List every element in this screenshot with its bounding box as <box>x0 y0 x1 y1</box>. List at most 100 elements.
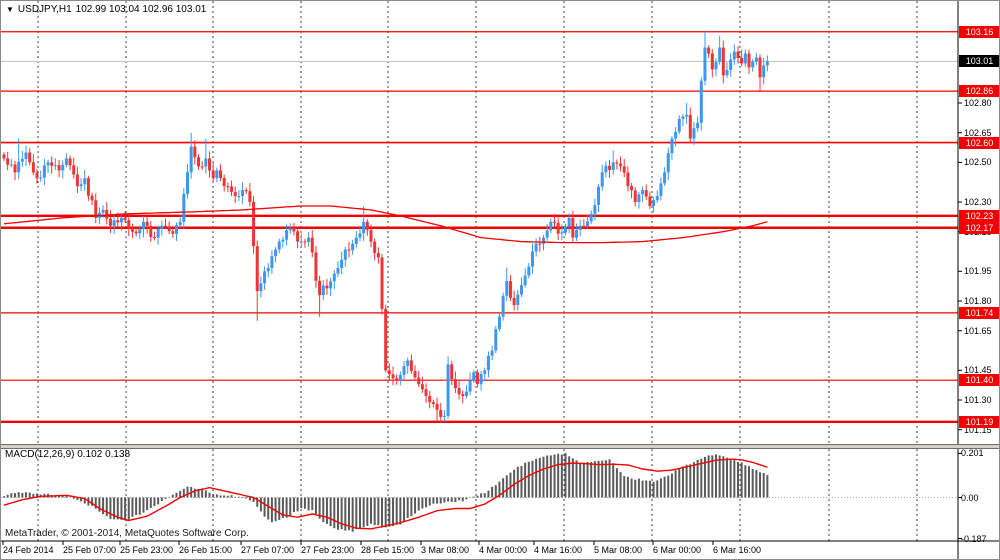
price-alert-badge[interactable]: 102.60 <box>959 136 999 149</box>
candle-body <box>94 200 98 218</box>
candle-body <box>608 165 612 170</box>
price-alert-badge[interactable]: 103.16 <box>959 25 999 38</box>
candle-body <box>123 217 127 221</box>
candle-body <box>130 228 134 232</box>
candle-body <box>211 170 215 179</box>
candle-body <box>310 237 314 253</box>
candle-body <box>703 47 707 81</box>
candle-body <box>567 217 571 227</box>
candle-body <box>501 295 505 317</box>
candle-body <box>523 275 527 286</box>
price-alert-badge[interactable]: 101.19 <box>959 415 999 428</box>
candle-body <box>758 57 762 78</box>
candle-body <box>413 371 417 378</box>
candle-body <box>354 237 358 244</box>
price-alert-badge[interactable]: 102.86 <box>959 85 999 98</box>
candle-body <box>281 239 285 242</box>
candle-body <box>736 51 740 58</box>
candle-body <box>571 217 575 238</box>
candle-body <box>376 252 380 258</box>
candle-body <box>219 170 223 178</box>
candle-body <box>325 285 329 289</box>
candle-body <box>472 372 476 381</box>
candle-body <box>186 172 189 194</box>
candle-body <box>380 257 384 309</box>
macd-tick-label: 0.201 <box>961 448 984 459</box>
candle-body <box>174 225 178 234</box>
candle-body <box>762 65 766 78</box>
candle-body <box>556 222 560 234</box>
candle-body <box>519 285 523 295</box>
price-tick-label: 101.80 <box>964 296 992 306</box>
macd-signal-line[interactable] <box>3 458 768 530</box>
price-tick-label: 102.80 <box>964 98 992 108</box>
candle-body <box>497 316 501 330</box>
candle-body <box>575 229 579 238</box>
candle-body <box>178 221 182 226</box>
price-alert-badge[interactable]: 101.74 <box>959 306 999 319</box>
candle-body <box>560 232 564 234</box>
candle-body <box>347 249 351 251</box>
candle-body <box>475 372 479 385</box>
candle-body <box>307 237 311 242</box>
candle-body <box>57 165 61 171</box>
moving-average-line[interactable] <box>3 205 768 244</box>
macd-name: MACD(12,26,9) <box>5 449 75 460</box>
candle-body <box>285 230 289 240</box>
candle-body <box>119 217 123 223</box>
candle-body <box>303 241 307 243</box>
candle-body <box>541 237 545 244</box>
candle-body <box>373 241 377 253</box>
candle-body <box>644 190 648 197</box>
candle-body <box>68 158 72 166</box>
candle-body <box>387 370 391 375</box>
candle-body <box>611 162 615 170</box>
candle-body <box>685 114 689 117</box>
candle-body <box>622 166 626 173</box>
candle-body <box>696 122 700 129</box>
time-tick-label: 24 Feb 2014 <box>3 545 54 555</box>
symbol-dropdown-icon[interactable]: ▼ <box>6 4 14 14</box>
candle-body <box>369 229 373 242</box>
candle-body <box>420 384 424 390</box>
price-tick-label: 102.65 <box>964 127 992 138</box>
candle-body <box>108 218 112 226</box>
candle-body <box>329 281 333 289</box>
price-tick-label: 101.45 <box>964 365 992 376</box>
candle-body <box>31 162 35 173</box>
time-tick-label: 26 Feb 15:00 <box>179 545 233 555</box>
candle-body <box>149 225 153 237</box>
candle-body <box>464 391 468 397</box>
candle-body <box>277 241 281 250</box>
price-tick-label: 101.65 <box>964 325 992 336</box>
candle-body <box>160 225 164 229</box>
candle-body <box>670 138 674 154</box>
candle-body <box>332 273 336 282</box>
price-alert-badge[interactable]: 101.40 <box>959 374 999 387</box>
macd-tick-label: 0.00 <box>961 492 979 503</box>
time-tick-label: 27 Feb 07:00 <box>241 545 295 555</box>
candle-body <box>586 221 590 227</box>
price-alert-badge[interactable]: 102.17 <box>959 221 999 234</box>
candle-body <box>241 190 245 196</box>
price-alert-badge[interactable]: 102.23 <box>959 209 999 222</box>
candle-body <box>479 373 483 385</box>
pane-splitter[interactable] <box>1 444 999 449</box>
candle-body <box>138 229 142 234</box>
candle-body <box>442 415 446 417</box>
candle-body <box>134 231 138 234</box>
candle-body <box>743 53 747 64</box>
candle-body <box>674 131 678 139</box>
candle-body <box>553 221 556 223</box>
candle-body <box>681 116 685 119</box>
candle-body <box>13 164 17 173</box>
candle-body <box>527 266 531 276</box>
price-tick-label: 101.95 <box>964 266 992 277</box>
candle-body <box>112 220 116 226</box>
candle-body <box>384 308 388 371</box>
candle-body <box>740 57 744 64</box>
candle-body <box>39 177 43 179</box>
candle-body <box>197 157 201 167</box>
price-tick-label: 101.30 <box>964 395 992 405</box>
